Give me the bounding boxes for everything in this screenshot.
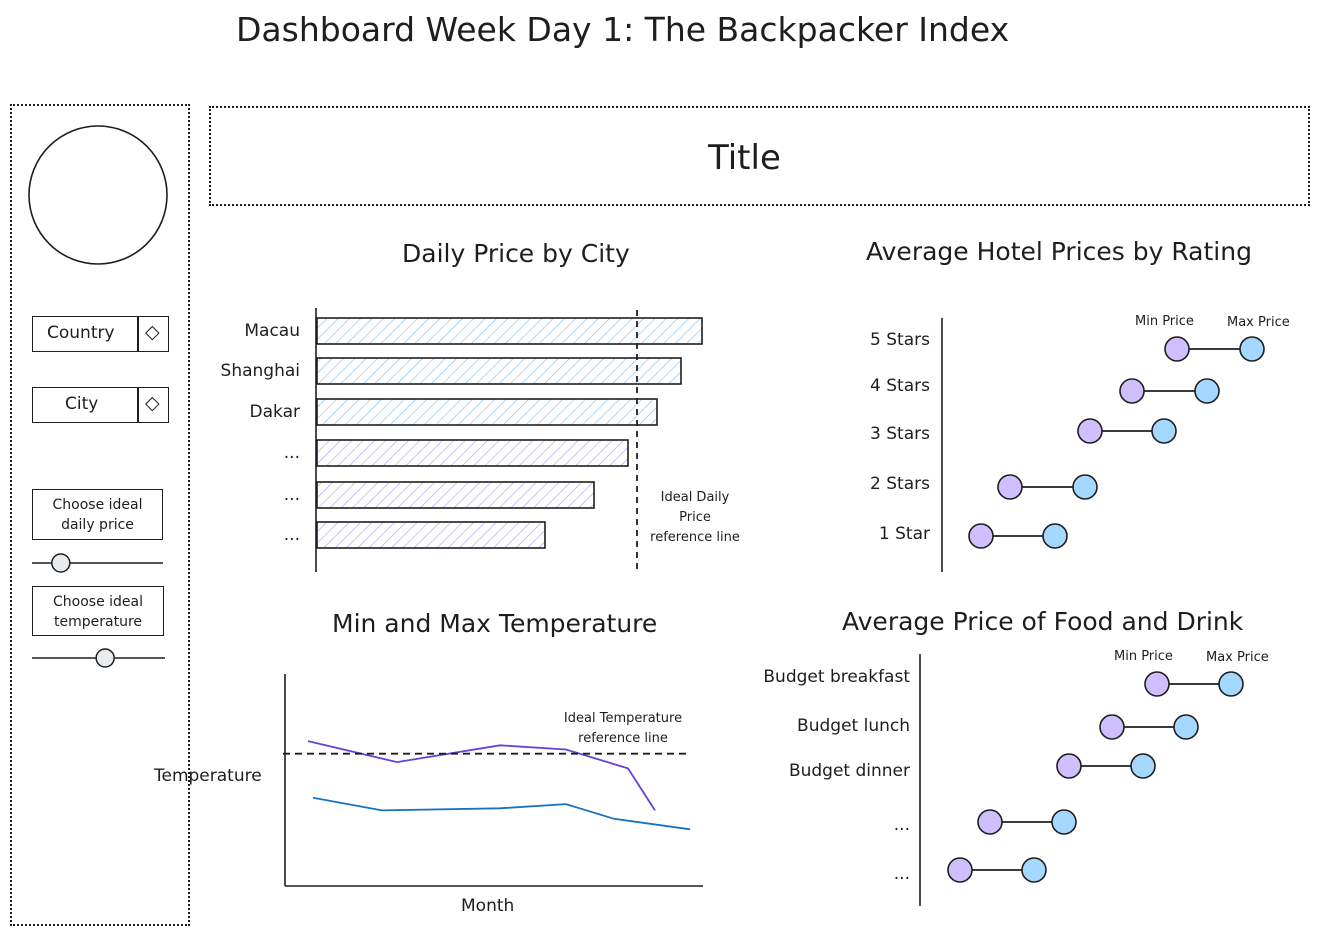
daily-price-bar: [316, 521, 546, 549]
hotel-price-max-point: [1072, 474, 1098, 500]
daily-price-slider-thumb[interactable]: [51, 553, 71, 573]
temperature-slider-thumb[interactable]: [95, 648, 115, 668]
hotel-price-max-point: [1194, 378, 1220, 404]
daily-price-chart-title: Daily Price by City: [402, 239, 630, 268]
title-placeholder-box: Title: [209, 106, 1310, 206]
sidebar: [10, 104, 190, 926]
daily-price-category-label: Shanghai: [220, 361, 300, 381]
hotel-min-price-legend: Min Price: [1135, 314, 1194, 329]
hotel-price-category-label: 3 Stars: [870, 424, 930, 444]
food-price-max-point: [1173, 714, 1199, 740]
food-price-category-label: ...: [893, 815, 910, 835]
hotel-price-max-point: [1042, 523, 1068, 549]
food-price-category-label: Budget lunch: [797, 716, 910, 736]
daily-price-bar: [316, 481, 595, 509]
ideal-daily-price-annotation: Ideal Daily Price reference line: [638, 488, 752, 548]
daily-price-category-label: ...: [283, 525, 300, 545]
daily-price-category-label: Macau: [244, 321, 300, 341]
daily-price-slider-label-line2: daily price: [61, 517, 134, 533]
food-price-max-point: [1218, 671, 1244, 697]
daily-price-category-label: ...: [283, 443, 300, 463]
hotel-price-category-label: 5 Stars: [870, 330, 930, 350]
hotel-price-min-point: [1119, 378, 1145, 404]
title-placeholder-label: Title: [708, 138, 781, 178]
hotel-price-max-point: [1239, 336, 1265, 362]
temperature-slider-label-line2: temperature: [54, 614, 142, 630]
hotel-price-category-label: 1 Star: [878, 524, 930, 544]
hotel-price-category-label: 2 Stars: [870, 474, 930, 494]
hotel-prices-chart-title: Average Hotel Prices by Rating: [866, 237, 1252, 266]
daily-price-category-label: Dakar: [249, 402, 300, 422]
city-filter-label: City: [65, 394, 99, 414]
daily-price-bar: [316, 398, 658, 426]
hotel-price-min-point: [968, 523, 994, 549]
temperature-y-axis-label: Temperature: [154, 766, 262, 786]
food-price-min-point: [1056, 753, 1082, 779]
hotel-price-min-point: [1077, 418, 1103, 444]
temperature-slider-label-line1: Choose ideal: [53, 594, 143, 610]
chevron-diamond-icon: ◇: [145, 321, 160, 343]
daily-price-bar: [316, 439, 629, 467]
food-price-min-point: [1144, 671, 1170, 697]
ideal-daily-price-annotation-line1: Ideal Daily: [660, 490, 730, 505]
hotel-max-price-legend: Max Price: [1227, 315, 1290, 330]
food-price-min-point: [947, 857, 973, 883]
country-filter-label: Country: [47, 323, 115, 343]
food-price-category-label: Budget breakfast: [763, 667, 910, 687]
food-price-category-label: ...: [893, 864, 910, 884]
ideal-temperature-annotation: Ideal Temperature reference line: [548, 709, 698, 749]
hotel-price-max-point: [1151, 418, 1177, 444]
chevron-diamond-icon: ◇: [145, 392, 160, 414]
food-price-max-point: [1051, 809, 1077, 835]
city-filter-dropdown[interactable]: City ◇: [32, 387, 169, 423]
temperature-chart-title: Min and Max Temperature: [332, 609, 658, 638]
daily-price-slider-label-line1: Choose ideal: [52, 497, 143, 513]
ideal-temperature-annotation-line1: Ideal Temperature: [563, 711, 683, 726]
page-title: Dashboard Week Day 1: The Backpacker Ind…: [236, 10, 1010, 49]
food-price-min-point: [1099, 714, 1125, 740]
daily-price-bar: [316, 357, 682, 385]
country-filter-dropdown[interactable]: Country ◇: [32, 316, 169, 352]
food-price-max-point: [1021, 857, 1047, 883]
hotel-price-category-label: 4 Stars: [870, 376, 930, 396]
temperature-slider-label-box: Choose ideal temperature: [32, 586, 164, 636]
ideal-daily-price-annotation-line2: Price: [679, 510, 711, 525]
food-price-min-point: [977, 809, 1003, 835]
hotel-price-min-point: [997, 474, 1023, 500]
hotel-price-min-point: [1164, 336, 1190, 362]
temperature-x-axis-label: Month: [461, 896, 515, 916]
ideal-daily-price-annotation-line3: reference line: [650, 530, 740, 545]
food-max-price-legend: Max Price: [1206, 650, 1269, 665]
min-temperature-line: [312, 796, 691, 831]
max-temperature-line: [307, 740, 656, 811]
daily-price-category-label: ...: [283, 485, 300, 505]
food-price-max-point: [1130, 753, 1156, 779]
food-price-category-label: Budget dinner: [788, 761, 910, 781]
ideal-temperature-annotation-line2: reference line: [578, 731, 668, 746]
food-prices-chart-title: Average Price of Food and Drink: [842, 607, 1244, 636]
food-min-price-legend: Min Price: [1114, 649, 1173, 664]
daily-price-slider-label-box: Choose ideal daily price: [32, 489, 163, 540]
